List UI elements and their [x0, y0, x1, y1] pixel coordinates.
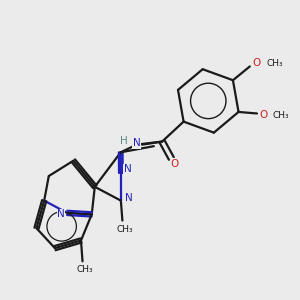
Text: CH₃: CH₃ — [77, 266, 93, 274]
Text: N: N — [125, 193, 132, 202]
Text: O: O — [170, 159, 178, 169]
Text: O: O — [260, 110, 268, 120]
Text: CH₃: CH₃ — [116, 225, 133, 234]
Text: O: O — [253, 58, 261, 68]
Text: N: N — [57, 209, 65, 219]
Text: N: N — [133, 138, 141, 148]
Text: H: H — [120, 136, 128, 146]
Text: N: N — [124, 164, 131, 174]
Text: CH₃: CH₃ — [266, 59, 283, 68]
Text: CH₃: CH₃ — [273, 110, 289, 119]
